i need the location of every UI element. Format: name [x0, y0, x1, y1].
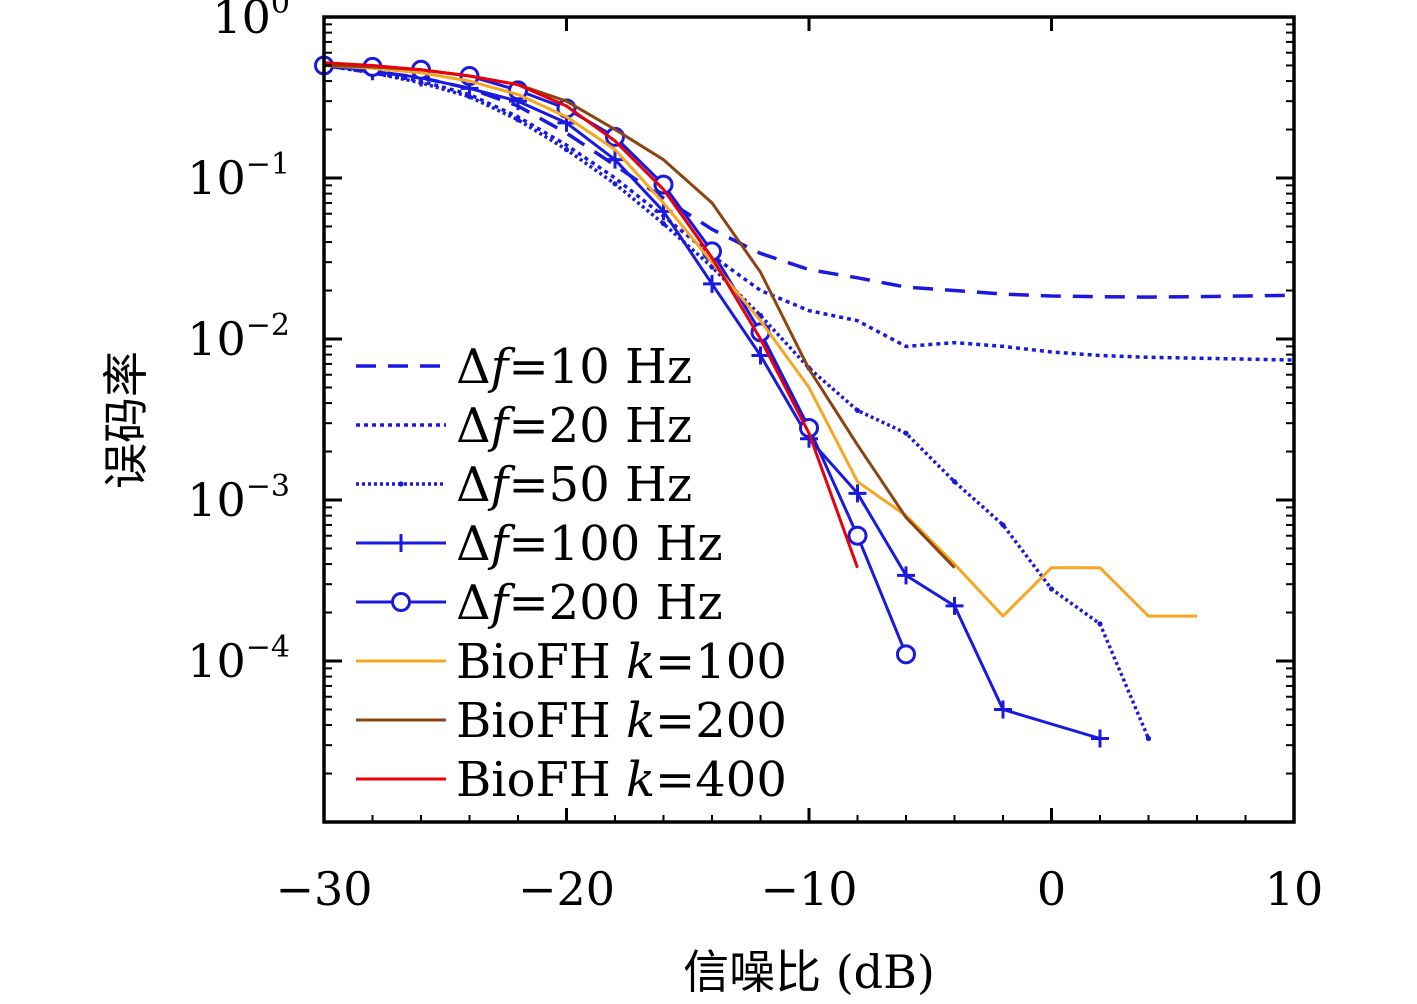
y-axis-title: 误码率	[99, 351, 153, 489]
series-4-marker	[1091, 729, 1109, 748]
legend-entry-8: BioFH k=400	[356, 752, 787, 808]
series-3-marker	[1048, 586, 1055, 592]
series-3-marker	[660, 221, 667, 227]
series-4-marker	[994, 700, 1012, 719]
legend-marker	[398, 481, 404, 487]
series-4-marker	[703, 274, 721, 293]
x-axis-title: 信噪比 (dB)	[683, 945, 935, 999]
x-tick-label: −30	[275, 862, 372, 916]
x-tick-label: 0	[1037, 862, 1066, 916]
legend-entry-1: Δf=10 Hz	[356, 339, 692, 395]
series-3-marker	[1145, 735, 1152, 742]
series-3-marker	[612, 181, 618, 187]
y-tick-label: 10−1	[187, 147, 290, 205]
series-1	[323, 63, 1295, 299]
series-2-line	[323, 63, 1295, 362]
series-3-marker	[1097, 621, 1103, 627]
series-3-marker	[854, 407, 861, 414]
axes: −30 −20 −10 0 10 100 10−1 10−2 10−3 10−4	[187, 0, 1323, 916]
x-tick-label: 10	[1265, 862, 1324, 916]
series-3-marker	[1000, 522, 1006, 528]
legend-label: BioFH k=400	[456, 752, 787, 808]
legend-entry-2: Δf=20 Hz	[356, 398, 692, 454]
legend-entry-3: Δf=50 Hz	[356, 457, 692, 513]
legend-label: Δf=50 Hz	[456, 457, 692, 513]
series-8	[323, 61, 859, 569]
legend-label: Δf=200 Hz	[456, 575, 723, 631]
series-5-marker	[653, 174, 674, 195]
legend-label: Δf=100 Hz	[456, 516, 723, 572]
series-5-marker	[847, 525, 868, 546]
series-1-line	[323, 63, 1295, 299]
series-4-marker	[751, 346, 770, 365]
series-4-marker	[897, 566, 915, 585]
series-6	[323, 64, 1197, 618]
series-3-marker	[903, 430, 909, 436]
legend-marker	[392, 534, 410, 552]
series-4-line	[323, 64, 1101, 740]
y-tick-label: 10−2	[187, 308, 290, 366]
legend-entry-6: BioFH k=100	[356, 634, 787, 690]
legend-entry-7: BioFH k=200	[356, 693, 787, 749]
legend-label: BioFH k=200	[456, 693, 787, 749]
legend-marker	[391, 592, 411, 612]
series-2	[323, 63, 1295, 362]
series-3-marker	[515, 117, 521, 123]
x-tick-label: −10	[760, 862, 857, 916]
y-tick-label: 100	[212, 0, 290, 44]
legend-label: Δf=10 Hz	[456, 339, 692, 395]
legend-entry-5: Δf=200 Hz	[356, 575, 723, 631]
legend-entry-4: Δf=100 Hz	[356, 516, 723, 572]
series-3-marker	[951, 479, 958, 485]
series-4-marker	[848, 484, 867, 503]
legend-label: BioFH k=100	[456, 634, 787, 690]
y-tick-label: 10−3	[187, 469, 290, 527]
y-tick-label: 10−4	[187, 630, 290, 688]
series-3-marker	[563, 147, 570, 153]
series-5-marker	[896, 644, 916, 665]
series-8-line	[323, 61, 859, 569]
series-6-line	[323, 64, 1197, 618]
series-4-marker	[606, 150, 624, 169]
x-tick-label: −20	[518, 862, 615, 916]
series-4-marker	[945, 596, 964, 615]
series-3-marker	[757, 312, 764, 319]
legend-label: Δf=20 Hz	[456, 398, 692, 454]
plot-marks	[314, 55, 1295, 748]
